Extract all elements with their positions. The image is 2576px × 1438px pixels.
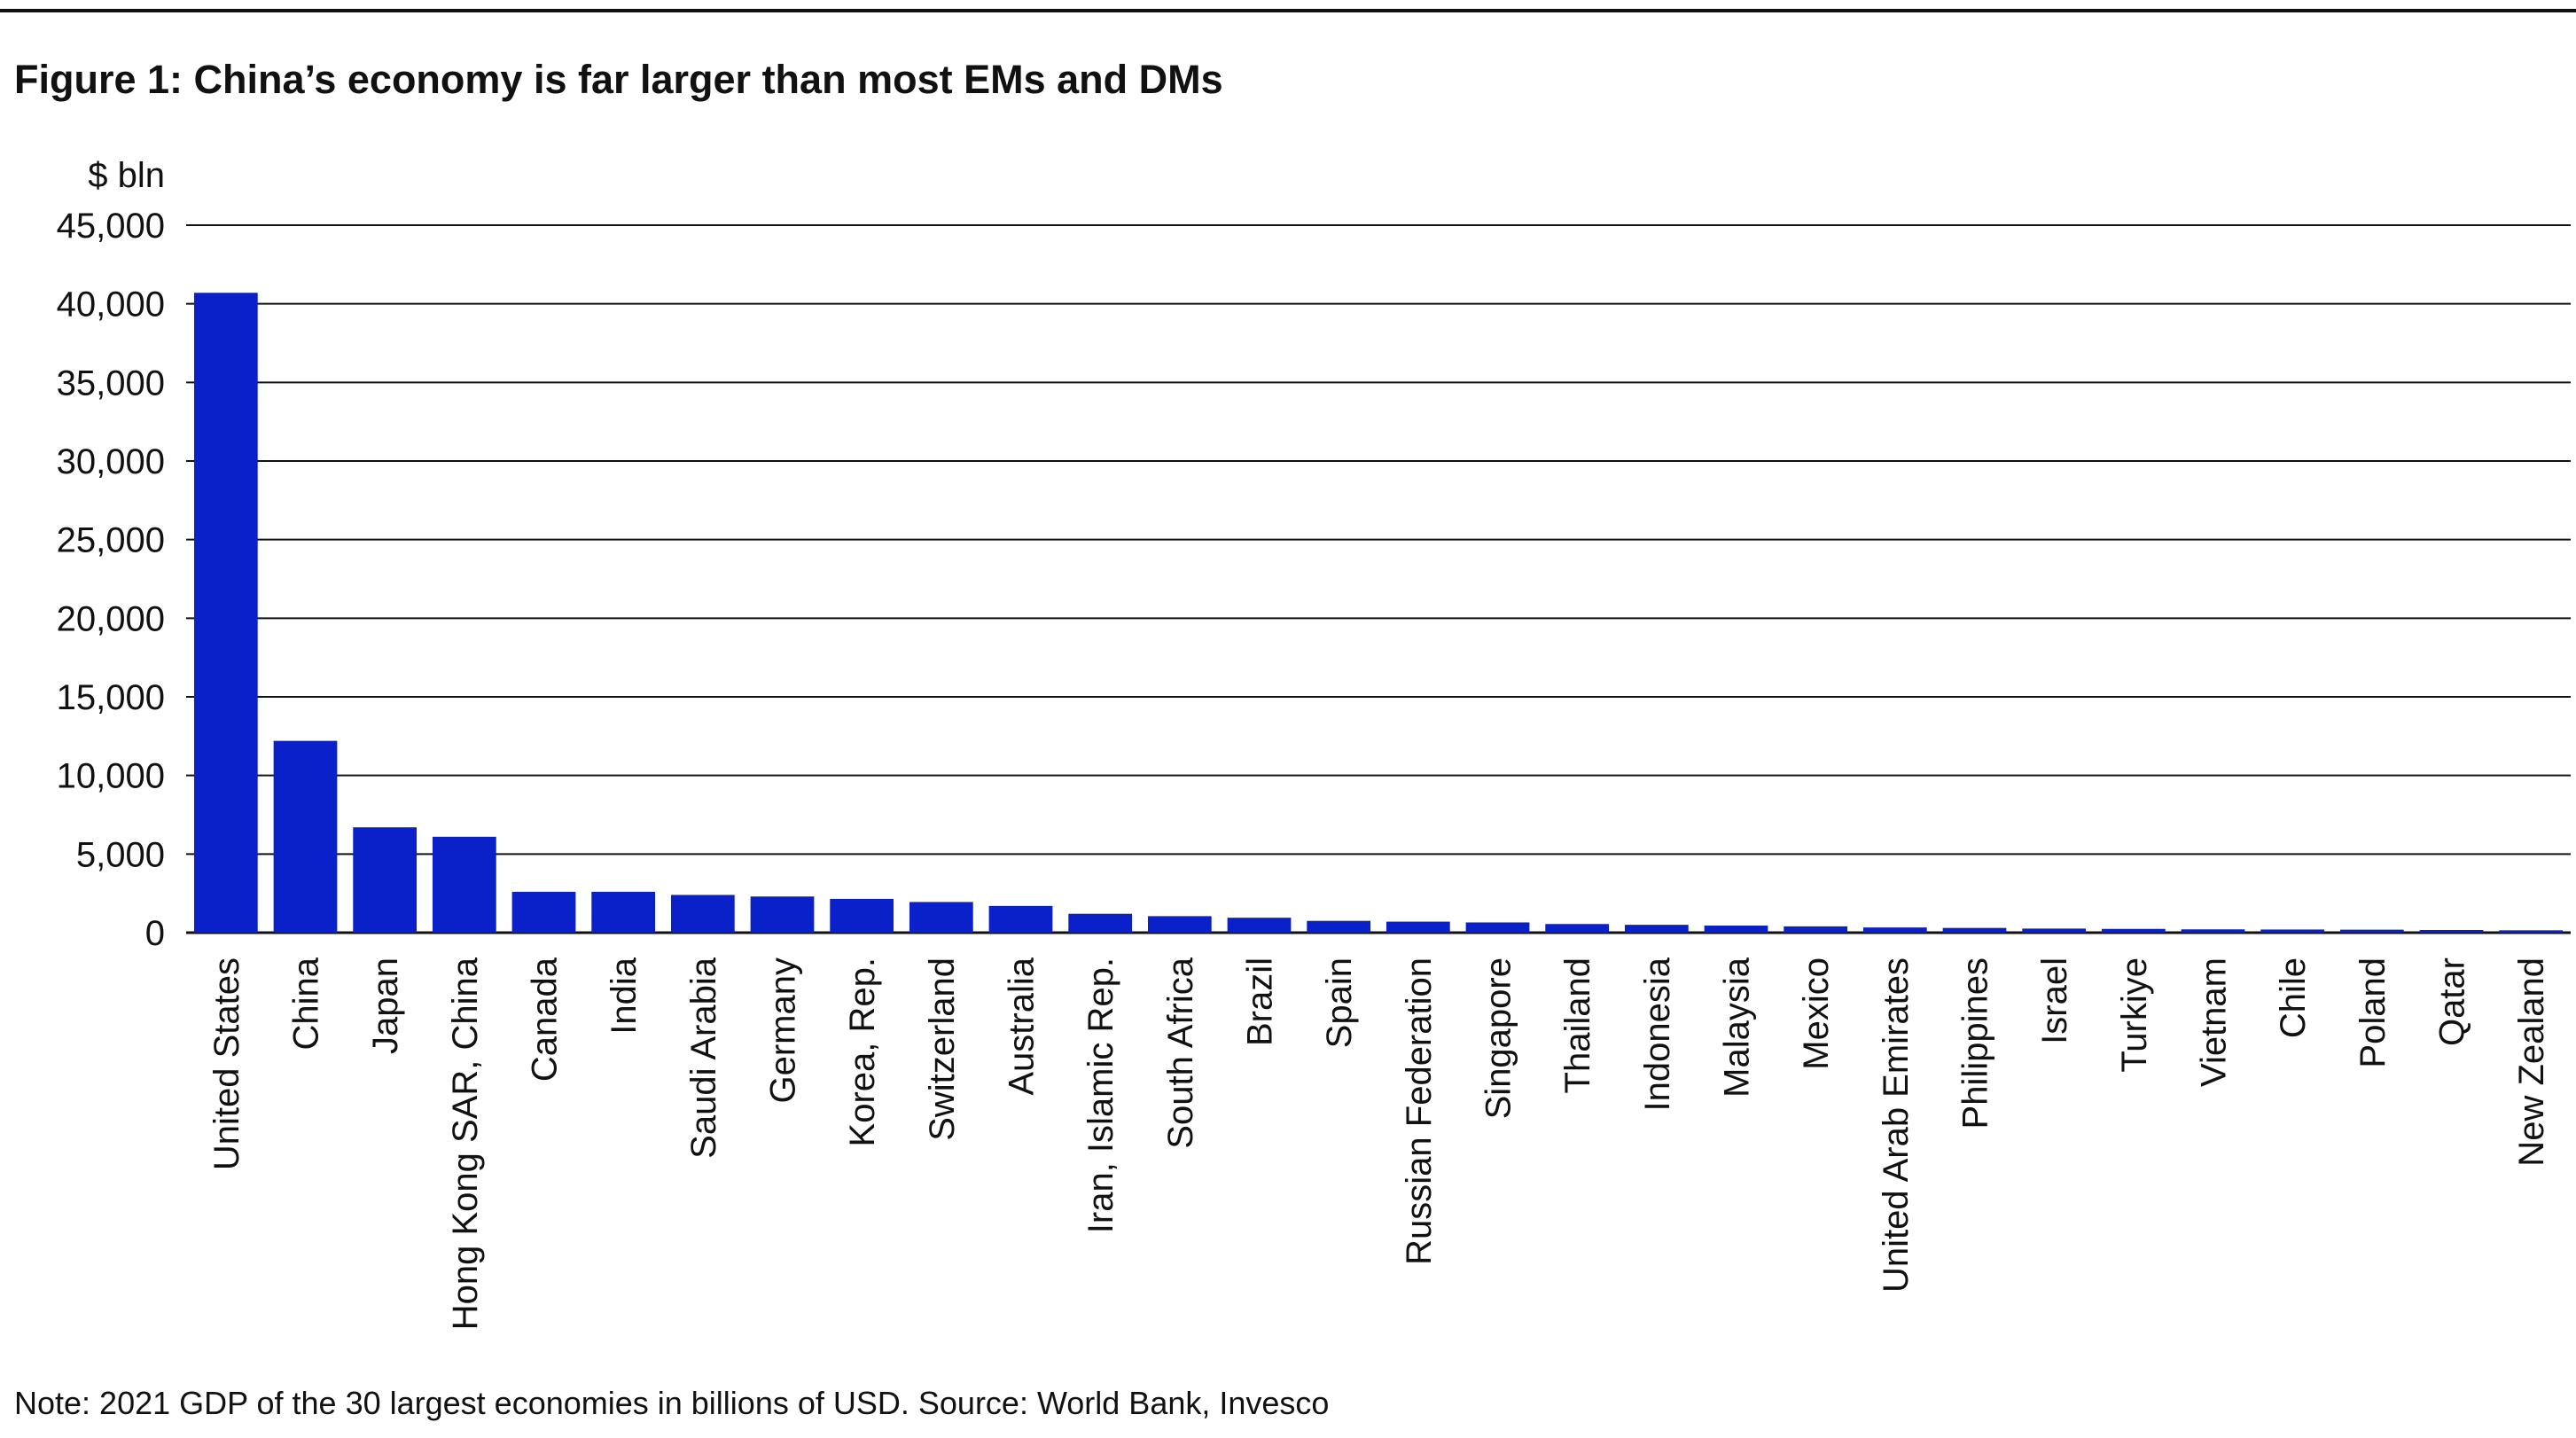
y-tick-label: 40,000 [57,285,165,324]
x-category-label: United States [207,957,246,1170]
bar [1784,926,1848,933]
y-tick-label: 10,000 [57,757,165,796]
y-tick-label: 5,000 [76,835,165,874]
x-category-label: Mexico [1797,957,1836,1070]
source-note: Note: 2021 GDP of the 30 largest economi… [14,1385,1330,1421]
bar [1465,922,1530,933]
x-category-label: United Arab Emirates [1877,957,1916,1293]
bar [2022,928,2087,933]
x-category-label: South Africa [1161,957,1200,1148]
x-category-label: Turkiye [2115,957,2154,1073]
bar [273,740,338,933]
x-category-label: Switzerland [923,957,962,1141]
x-category-label: Canada [526,957,565,1082]
bar [1386,921,1450,933]
bar [591,891,656,933]
bar [1068,913,1133,933]
bar [1147,916,1212,933]
y-tick-label: 15,000 [57,678,165,717]
bar [750,896,815,933]
y-axis-label: $ bln [88,156,165,195]
x-category-label: Thailand [1558,957,1597,1093]
bar [2499,930,2564,933]
x-category-label: New Zealand [2512,957,2551,1167]
x-category-label: Israel [2035,957,2074,1044]
x-category-label: Korea, Rep. [843,957,882,1146]
x-category-label: Philippines [1956,957,1995,1129]
bar [1227,918,1292,933]
x-category-label: Chile [2274,957,2313,1038]
bar [670,895,735,933]
bar [432,836,496,933]
bar-chart: $ bln 0 5,000 10,000 15,000 20,000 25,000 30,0… [57,156,2571,1330]
bar [2101,928,2166,933]
bar [1307,920,1371,933]
top-rule [0,9,2576,12]
x-category-label: Malaysia [1718,957,1757,1098]
x-category-label: Japan [366,957,405,1054]
bar [2339,929,2404,933]
y-tick-label: 0 [145,914,165,953]
x-category-label: Singapore [1479,957,1518,1119]
x-category-label: Australia [1003,957,1042,1095]
y-tick-label: 20,000 [57,599,165,638]
bar [1704,926,1768,933]
y-tick-label: 35,000 [57,363,165,402]
bar [1862,927,1927,933]
bar [353,827,418,933]
x-category-label: Saudi Arabia [684,957,723,1159]
x-category-label: Germany [764,957,803,1104]
bar [988,905,1053,933]
x-category-label: China [287,957,326,1050]
y-tick-label: 25,000 [57,521,165,560]
bar [2260,929,2325,933]
x-category-label: India [605,957,644,1034]
x-category-label: Vietnam [2195,957,2234,1087]
x-category-label: Russian Federation [1400,957,1439,1265]
y-tick-label: 45,000 [57,207,165,246]
bar [1624,925,1689,933]
y-tick-label: 30,000 [57,442,165,481]
x-category-label: Qatar [2433,957,2472,1046]
bar [1545,924,1610,933]
bar [511,891,576,933]
bar [1942,927,2007,933]
x-category-label: Poland [2354,957,2393,1068]
bar [830,898,894,933]
x-category-label: Iran, Islamic Rep. [1081,957,1120,1233]
chart-title: Figure 1: China’s economy is far larger … [14,57,1223,102]
bar [2419,929,2484,933]
bar [2181,929,2245,933]
x-category-label: Hong Kong SAR, China [446,957,485,1330]
bar [909,902,973,933]
x-category-label: Spain [1320,957,1359,1048]
bar [193,293,258,934]
x-category-label: Brazil [1241,957,1280,1046]
x-category-label: Indonesia [1638,957,1677,1111]
